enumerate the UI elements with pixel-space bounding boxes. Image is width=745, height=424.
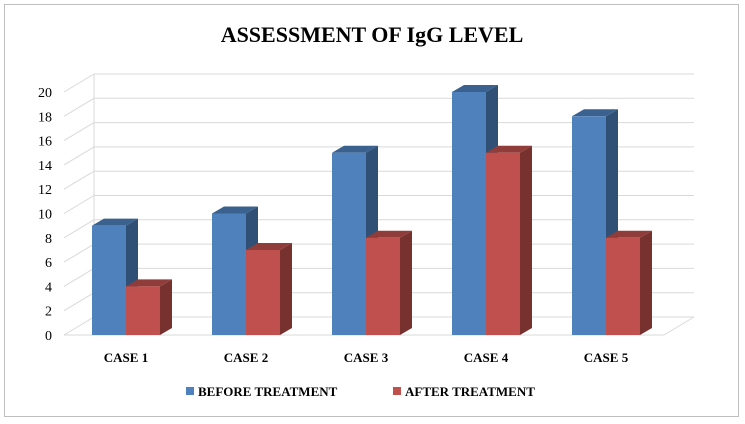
- bar-top: [606, 230, 652, 238]
- bar-after-case-5: [606, 230, 652, 335]
- bar-front: [452, 92, 486, 335]
- y-tick-label: 0: [45, 329, 52, 344]
- bars-layer: [92, 85, 652, 335]
- bar-top: [452, 85, 498, 92]
- y-tick-label: 12: [38, 183, 52, 198]
- gridline-side: [63, 267, 95, 287]
- legend-swatch: [393, 387, 401, 395]
- bar-side: [400, 230, 412, 335]
- legend-swatch: [186, 387, 194, 395]
- bar-front: [486, 152, 520, 335]
- bar-front: [366, 237, 400, 335]
- bar-top: [92, 218, 138, 226]
- y-tick-label: 6: [45, 256, 52, 271]
- bar-side: [160, 279, 172, 335]
- x-category-label: CASE 2: [224, 350, 268, 365]
- x-category-label: CASE 1: [104, 350, 148, 365]
- y-tick-label: 14: [38, 159, 52, 174]
- bar-side: [520, 145, 532, 335]
- floor-right-edge: [663, 316, 695, 336]
- bar-front: [572, 116, 606, 335]
- y-tick-label: 16: [38, 135, 52, 150]
- bar-front: [332, 152, 366, 335]
- gridline-side: [63, 219, 95, 239]
- y-axis-ticks: 0 2 4 6 8 10 12 14 16 18 20: [38, 86, 52, 344]
- bar-side: [640, 230, 652, 335]
- bar-top: [246, 242, 292, 250]
- y-tick-label: 2: [45, 305, 52, 320]
- x-category-label: CASE 5: [584, 350, 629, 365]
- bar-front: [246, 249, 280, 335]
- bar-front: [126, 286, 160, 335]
- bar-after-case-1: [126, 279, 172, 335]
- bar-after-case-4: [486, 145, 532, 335]
- gridline-side: [63, 243, 95, 263]
- legend-label: BEFORE TREATMENT: [198, 384, 338, 399]
- legend-label: AFTER TREATMENT: [405, 384, 535, 399]
- gridline-side: [63, 122, 95, 142]
- bar-top: [486, 145, 532, 153]
- gridline-side: [63, 73, 95, 93]
- gridline-side: [63, 146, 95, 166]
- gridline-side: [63, 292, 95, 312]
- x-category-label: CASE 3: [344, 350, 389, 365]
- gridline-side: [63, 195, 95, 214]
- bar-side: [280, 242, 292, 335]
- y-tick-label: 4: [45, 280, 52, 295]
- bar-front: [606, 237, 640, 335]
- y-tick-label: 10: [38, 208, 52, 223]
- chart-title: ASSESSMENT OF IgG LEVEL: [221, 22, 524, 47]
- bar-top: [572, 109, 618, 117]
- legend: BEFORE TREATMENT AFTER TREATMENT: [186, 384, 535, 399]
- bar-top: [126, 279, 172, 287]
- y-tick-label: 20: [38, 86, 52, 101]
- gridline-side: [63, 316, 95, 336]
- x-axis-categories: CASE 1 CASE 2 CASE 3 CASE 4 CASE 5: [104, 350, 629, 365]
- bar-top: [366, 230, 412, 238]
- x-category-label: CASE 4: [464, 350, 509, 365]
- bar-front: [92, 225, 126, 335]
- bar-after-case-2: [246, 242, 292, 335]
- bar-top: [332, 145, 378, 153]
- gridline-side: [63, 170, 95, 190]
- bar-front: [212, 213, 246, 335]
- y-tick-label: 18: [38, 110, 52, 125]
- bar-top: [212, 206, 258, 214]
- bar-after-case-3: [366, 230, 412, 335]
- y-tick-label: 8: [45, 232, 52, 247]
- gridline-side: [63, 97, 95, 117]
